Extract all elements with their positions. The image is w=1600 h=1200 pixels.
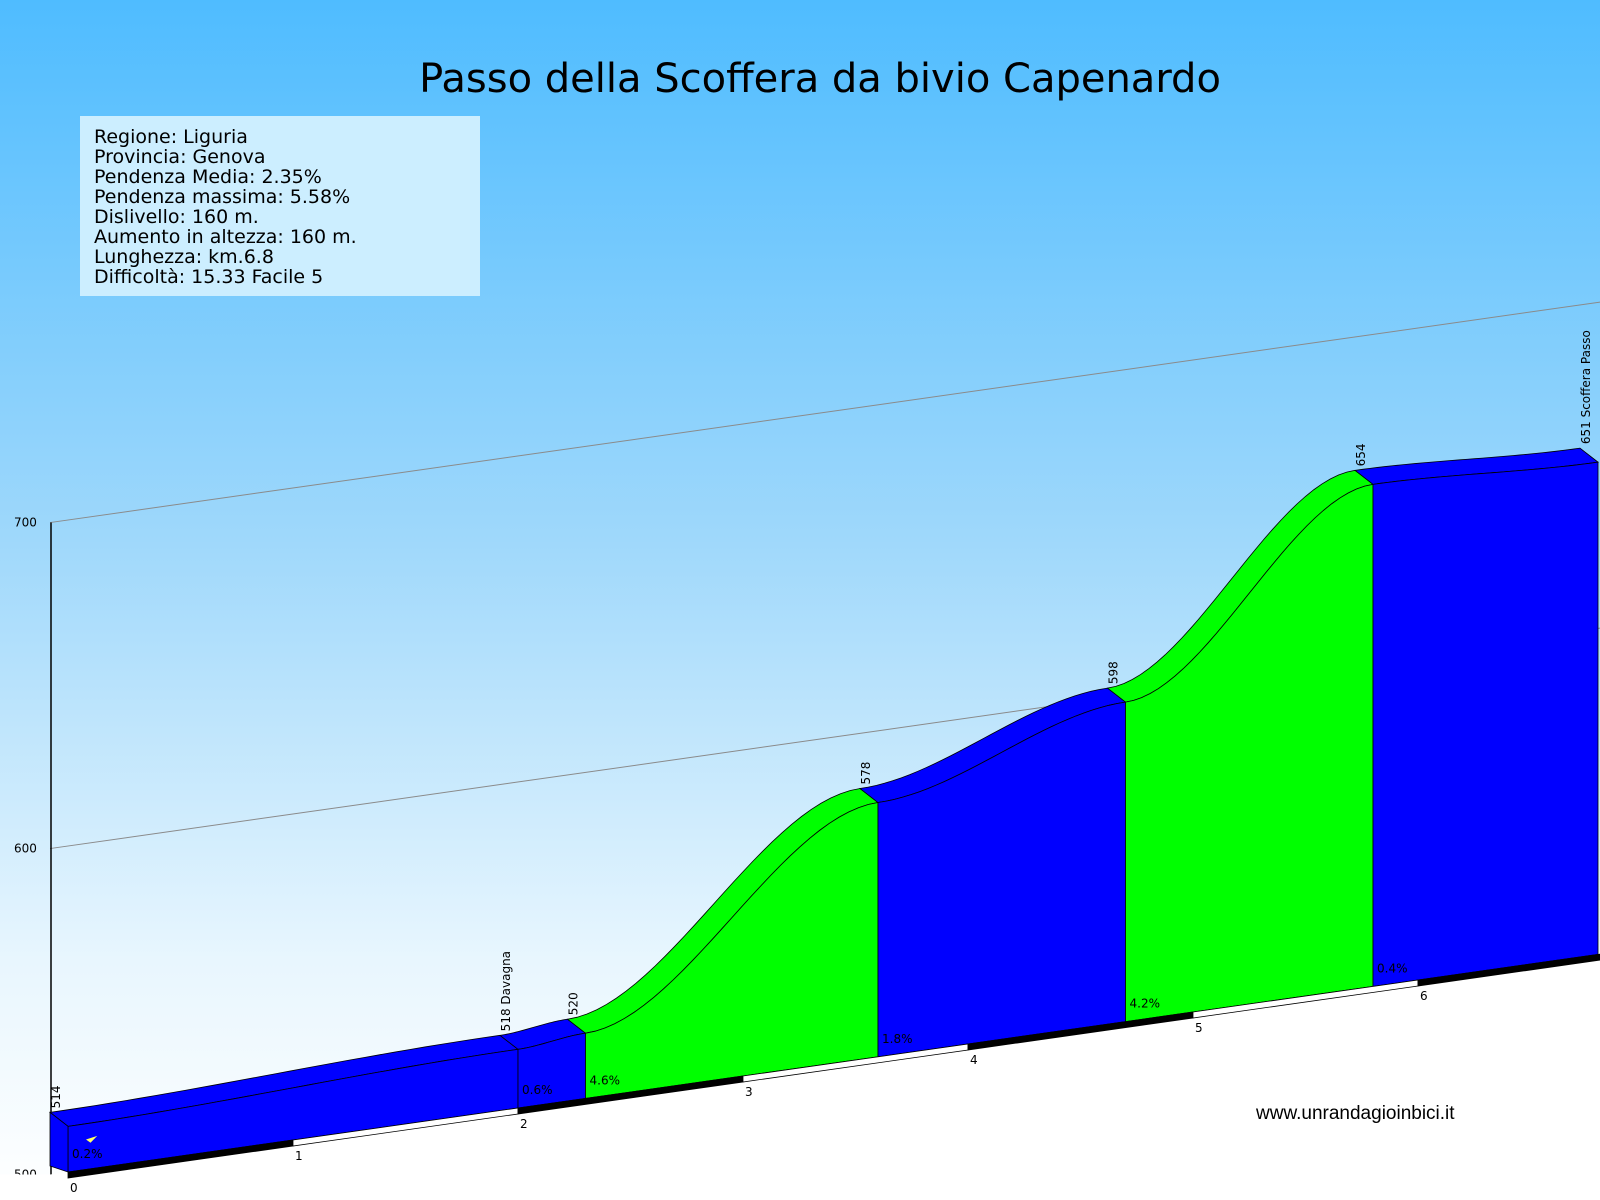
altitude-point-label: 578 [859,762,873,785]
altitude-point-label: 654 [1354,443,1368,466]
gridline [49,301,1600,524]
altitude-point-label: 514 [49,1085,63,1108]
segment-grade-label: 0.2% [72,1147,103,1161]
segment-start-cap [49,1111,69,1173]
altitude-point-label: 598 [1107,661,1121,684]
segment-grade-label: 0.6% [522,1083,553,1097]
altitude-point-label: 651 Scoffera Passo [1579,330,1593,444]
info-box-background [80,116,480,296]
x-tick-label: 4 [970,1053,978,1067]
x-tick-label: 6 [1420,989,1428,1003]
segment-front-face [1372,461,1599,987]
segment-front-face [1125,483,1374,1023]
y-tick-label: 600 [14,842,37,856]
y-tick-label: 700 [14,516,37,530]
segment-front-face [877,701,1126,1058]
start-flag-marker [86,1135,98,1143]
info-line: Provincia: Genova [94,146,265,168]
info-line: Difficoltà: 15.33 Facile 5 [94,266,323,288]
segment-front-face [67,1048,519,1173]
info-box: Regione: Liguria Provincia: Genova Pende… [80,116,480,296]
segment-front-face [585,802,879,1099]
segment-grade-label: 4.2% [1130,997,1161,1011]
segment-grade-label: 4.6% [590,1073,621,1087]
altitude-point-label: 520 [567,992,581,1015]
x-tick-label: 0 [70,1181,78,1195]
x-tick-label: 5 [1195,1021,1203,1035]
x-tick-label: 1 [295,1149,303,1163]
info-line: Aumento in altezza: 160 m. [94,226,357,248]
profile-segments [49,447,1599,1173]
info-line: Regione: Liguria [94,126,248,148]
km-band [1417,953,1600,987]
segment-grade-label: 1.8% [882,1032,913,1046]
website-credit: www.unrandagioinbici.it [1255,1103,1455,1124]
info-line: Pendenza massima: 5.58% [94,186,350,208]
x-tick-label: 2 [520,1117,528,1131]
segment-grade-label: 0.4% [1377,961,1408,975]
info-line: Dislivello: 160 m. [94,206,259,228]
segment-front-face [517,1032,586,1109]
info-line: Pendenza Media: 2.35% [94,166,322,188]
info-line: Lunghezza: km.6.8 [94,246,274,268]
km-road-strip: 0 1 2 3 4 5 6 [67,953,1600,1195]
chart-title: Passo della Scoffera da bivio Capenardo [419,56,1221,102]
x-tick-label: 3 [745,1085,753,1099]
altitude-point-label: 518 Davagna [499,951,513,1031]
